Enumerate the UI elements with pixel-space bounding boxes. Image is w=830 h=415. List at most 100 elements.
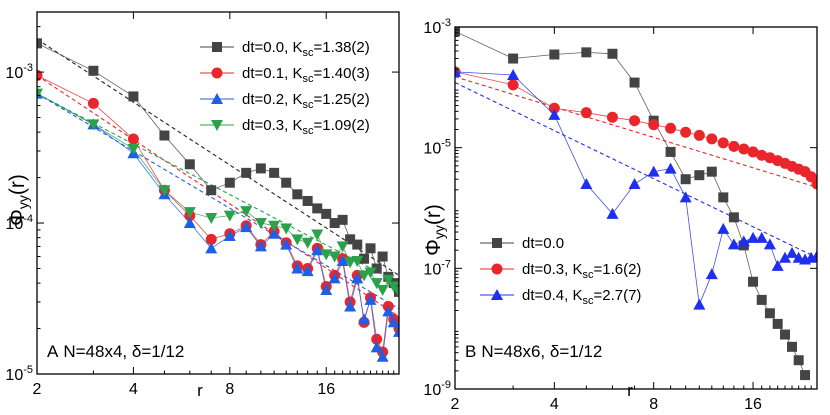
panel-a-series-2-point	[328, 272, 341, 284]
panel-b-legend: dt=0.0 dt=0.3, Ksc=1.6(2) dt=0.4, Ksc=2.7(…	[480, 235, 641, 307]
panel-a-series-0-point	[255, 163, 266, 174]
panel-b-x-tick-label: 16	[744, 396, 762, 413]
panel-a-series-0-point	[377, 251, 388, 262]
panel-b-series-1-point	[747, 146, 759, 158]
panel-b-label: B N=48x6, δ=1/12	[465, 342, 602, 361]
panel-a-series-2-point	[358, 313, 371, 325]
panel-a-series-3-point	[268, 220, 281, 232]
panel-a-series-1-point	[87, 97, 99, 109]
panel-a-series-2-point	[311, 244, 324, 256]
panel-b-plot-area	[455, 27, 817, 381]
panel-b-legend-entry-0: dt=0.0	[522, 235, 564, 252]
panel-b-y-tick-label: 10-7	[423, 258, 451, 278]
panel-a-legend: dt=0.0, Ksc=1.38(2) dt=0.1, Ksc=1.40(3) dt…	[200, 39, 370, 137]
panel-b-series-0-point	[680, 174, 691, 185]
panel-b-series-1-point	[629, 115, 641, 127]
panel-a-series-0-point	[159, 130, 170, 141]
panel-a-series-3-point	[240, 206, 253, 218]
panel-b-series-2-point	[693, 298, 706, 310]
panel-a-series-0-point	[312, 203, 323, 214]
panel-b-x-tick-label: 2	[451, 396, 460, 413]
panel-b-series-1-point	[728, 140, 740, 152]
panel-b-series-1-point	[548, 102, 560, 114]
panel-b-series-2-point	[811, 250, 817, 262]
panel-a-series-3-point	[223, 210, 236, 222]
panel-a-legend-marker-3	[211, 120, 223, 131]
panel-b-series-2-point	[717, 222, 730, 234]
panel-a-series-2-point	[387, 316, 399, 328]
panel-a-x-tick-label: 8	[225, 381, 234, 398]
panel-a-series-3-point	[280, 223, 293, 235]
panel-a-fit-line-1	[37, 74, 399, 318]
panel-b-series-1-point	[738, 143, 750, 155]
panel-a-series-3-point	[364, 267, 377, 279]
panel-a-series-2-point	[240, 221, 253, 233]
panel-b-series-0-point	[694, 170, 705, 181]
panel-b-series-0-point	[455, 27, 460, 37]
panel-a-series-2-point	[320, 284, 333, 296]
panel-a-series-1-point	[127, 133, 139, 145]
panel-b-series-1-point	[680, 126, 692, 138]
panel-a-series-2-point	[223, 230, 236, 242]
panel-a-legend-marker-2	[211, 93, 223, 104]
panel-a-series-2-point	[291, 262, 304, 274]
panel-a-series-0-point	[241, 167, 252, 178]
panel-a-series-3-point	[37, 88, 43, 100]
panel-b-series-0-point	[748, 276, 759, 287]
panel-a-series-3-point	[205, 212, 218, 224]
panel-b-series-2-point	[737, 235, 750, 247]
panel-b-series-2-point	[606, 207, 619, 219]
panel-a-series-2-point	[370, 341, 383, 353]
panel-a-legend-entry-1: dt=0.1, Ksc=1.40(3)	[242, 65, 370, 85]
panel-a-x-axis-label: r	[197, 381, 203, 400]
panel-a-series-2-point	[301, 265, 314, 277]
panel-a-frame	[36, 11, 400, 375]
panel-b-legend-marker-0	[492, 238, 502, 248]
panel-a-series-2-point	[344, 300, 357, 312]
panel-b-series-0-point	[780, 329, 791, 340]
panel-a-series-3-point	[336, 241, 349, 253]
panel-b: 2 4 8 16 10-9 10-7 10-5 10-3 dt=0.0 dt=0.3, Ksc=…	[422, 17, 818, 413]
panel-b-legend-entry-2: dt=0.4, Ksc=2.7(7)	[522, 287, 641, 307]
panel-a-series-3-point	[311, 229, 324, 241]
panel-a-series-3-point	[370, 278, 383, 290]
panel-b-series-0-point	[764, 308, 775, 319]
panel-a-series-0-point	[371, 263, 382, 274]
panel-a-series-2-point	[183, 217, 196, 229]
panel-a-series-0-point	[269, 167, 280, 178]
panel-b-series-0-point	[706, 166, 717, 177]
panel-b-series-2-point	[763, 238, 776, 250]
panel-b-series-2-point	[679, 191, 692, 203]
panel-a-series-3-point	[87, 119, 100, 131]
panel-a-series-2-point	[205, 242, 218, 254]
panel-a-series-0-point	[345, 234, 356, 245]
panel-b-series-0-point	[665, 146, 676, 157]
panel-a-series-3-point	[301, 237, 314, 249]
panel-b-y-axis-label: Φyy(r)	[422, 204, 447, 256]
panel-b-y-tick-label: 10-5	[423, 138, 451, 158]
panel-b-legend-marker-1	[491, 263, 503, 275]
panel-a-series-0-point	[365, 243, 376, 254]
panel-b-series-2-point	[628, 177, 641, 189]
panel-a-legend-marker-1	[211, 67, 223, 79]
panel-b-series-0-point	[607, 48, 618, 59]
panel-a-series-1-point	[37, 69, 43, 81]
panel-b-series-0-point	[787, 341, 798, 352]
panel-a-series-0-point	[88, 65, 99, 76]
panel-a-series-2-point	[280, 238, 293, 250]
panel-a-series-2-point	[254, 240, 267, 252]
panel-b-series-1-point	[665, 122, 677, 134]
panel-b-ticks: 2 4 8 16 10-9 10-7 10-5 10-3	[423, 17, 818, 413]
panel-a-fit-line-0	[37, 38, 399, 276]
panel-a-x-tick-label: 4	[129, 381, 138, 398]
panel-a-plot-area	[37, 38, 399, 362]
panel-a-y-tick-label: 10-3	[5, 62, 33, 82]
panel-a-series-3-point	[328, 251, 341, 263]
panel-a-series-2-point	[364, 293, 377, 305]
panel-a-series-0-point	[337, 214, 348, 225]
panel-b-series-2-point	[786, 246, 799, 258]
panel-b-series-0-point	[508, 53, 519, 64]
panel-a-series-0-point	[302, 195, 313, 206]
panel-b-series-0-point	[718, 192, 729, 203]
panel-b-series-0-point	[728, 212, 739, 223]
